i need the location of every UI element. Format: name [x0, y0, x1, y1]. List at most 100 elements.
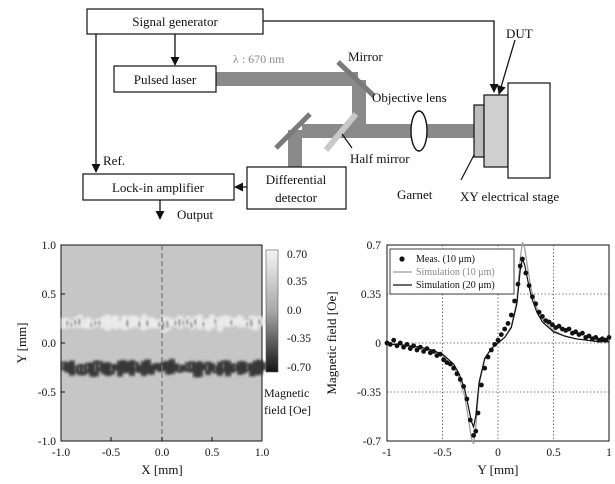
map-ticks	[60, 244, 263, 442]
colorbar-tick-3: -0.35	[287, 333, 311, 345]
signal-generator-box	[86, 8, 264, 35]
half-mirror-label: Half mirror	[350, 151, 410, 166]
data-point	[451, 365, 456, 371]
map-band-top-shadow	[190, 322, 193, 328]
map-band-bottom	[125, 361, 131, 373]
dut-label: DUT	[506, 26, 533, 41]
map-band-top	[233, 317, 239, 326]
laser-beam-down	[352, 80, 366, 134]
data-point	[520, 256, 525, 262]
map-band-top	[85, 317, 91, 329]
stage-label: XY electrical stage	[460, 189, 559, 204]
map-band-top-shadow	[186, 319, 189, 325]
map-band-top	[209, 314, 215, 329]
map-band-bottom	[157, 363, 163, 372]
chart-xtick-label: 1	[606, 447, 612, 459]
data-point	[441, 357, 446, 363]
data-point	[404, 342, 410, 347]
map-band-top-shadow	[174, 320, 177, 326]
data-point	[530, 294, 535, 300]
data-point	[515, 281, 521, 287]
map-band-bottom-light	[186, 364, 189, 369]
map-band-bottom-light	[206, 364, 209, 372]
pulsed-laser-box	[113, 65, 217, 93]
map-band-bottom	[225, 360, 231, 377]
wavelength-label: λ : 670 nm	[233, 52, 285, 66]
objective-lens-label: Objective lens	[372, 90, 447, 105]
colorbar	[265, 249, 279, 373]
map-xtick-3: 0.5	[205, 447, 220, 459]
data-point	[492, 342, 498, 347]
map-band-top-shadow	[126, 320, 129, 327]
map-band-bottom-light	[110, 366, 113, 372]
field-map: 1.0 0.5 0.0 -0.5 -1.0 -1.0 -0.5 0.0 0.5 …	[14, 240, 311, 477]
map-band-top-shadow	[138, 321, 141, 327]
data-point	[475, 410, 481, 416]
legend-label-sim10: Simulation (10 μm)	[416, 267, 495, 278]
map-band-bottom	[197, 361, 203, 377]
map-band-bottom	[249, 362, 255, 377]
colorbar-label-2: field [Oe]	[264, 403, 311, 417]
map-band-bottom	[105, 362, 111, 376]
chart-xtick-label: 0	[495, 447, 501, 459]
map-band-top	[197, 314, 203, 330]
stage-shape	[507, 82, 551, 179]
map-ytick-1: 0.5	[42, 289, 57, 301]
colorbar-label-1: Magnetic	[264, 386, 309, 400]
data-point	[512, 298, 517, 304]
data-point	[536, 309, 542, 315]
map-band-bottom	[113, 364, 119, 371]
map-band-top	[81, 319, 87, 328]
map-band-top	[205, 318, 211, 331]
data-point	[526, 283, 532, 288]
chart-series	[384, 241, 612, 445]
map-band-top-shadow	[182, 321, 185, 325]
map-band-bottom	[129, 360, 135, 376]
data-point	[447, 361, 453, 367]
map-band-bottom	[193, 362, 199, 378]
map-band-bottom	[145, 359, 151, 374]
data-point	[479, 382, 484, 388]
map-band-top	[121, 315, 127, 331]
map-band-bottom	[149, 364, 155, 375]
map-band-top-shadow	[146, 320, 149, 327]
map-band-top-shadow	[258, 319, 261, 325]
mirror-label: Mirror	[348, 49, 383, 64]
data-point	[407, 346, 413, 351]
map-band-bottom	[261, 361, 267, 371]
map-band-bottom	[161, 361, 167, 371]
map-band-top	[61, 317, 67, 329]
map-band-bottom-light	[134, 363, 137, 369]
data-point	[586, 333, 592, 339]
legend-label-sim20: Simulation (20 μm)	[416, 280, 495, 291]
map-band-top	[149, 317, 155, 329]
map-band-top	[105, 314, 111, 331]
map-band-top	[153, 319, 159, 329]
map-band-bottom	[69, 360, 75, 376]
mirror-left	[274, 112, 312, 150]
dut-shape	[483, 94, 509, 168]
chart-xtick-label: -1	[382, 447, 392, 459]
map-band-bottom-light	[214, 367, 217, 372]
data-point	[464, 396, 470, 402]
map-band-top-shadow	[66, 321, 69, 326]
chart-ytick-label: -0.35	[357, 387, 381, 399]
output-label: Output	[177, 207, 214, 222]
ref-label: Ref.	[103, 153, 125, 168]
pointer-garnet	[460, 154, 475, 181]
map-ytick-4: -1.0	[38, 436, 56, 448]
map-band-bottom	[117, 360, 123, 377]
map-ylabel: Y [mm]	[14, 322, 29, 363]
map-band-bottom	[201, 363, 207, 371]
data-point	[387, 342, 393, 347]
garnet-shape	[473, 104, 485, 158]
map-xtick-4: 1.0	[255, 447, 270, 459]
data-point	[580, 330, 585, 336]
pulsed-laser-label: Pulsed laser	[134, 72, 197, 87]
data-point	[485, 354, 491, 360]
colorbar-tick-4: -0.70	[287, 362, 311, 374]
map-band-top-shadow	[202, 322, 205, 327]
data-point	[495, 337, 501, 343]
data-point	[454, 371, 460, 377]
map-band-top	[225, 315, 231, 327]
